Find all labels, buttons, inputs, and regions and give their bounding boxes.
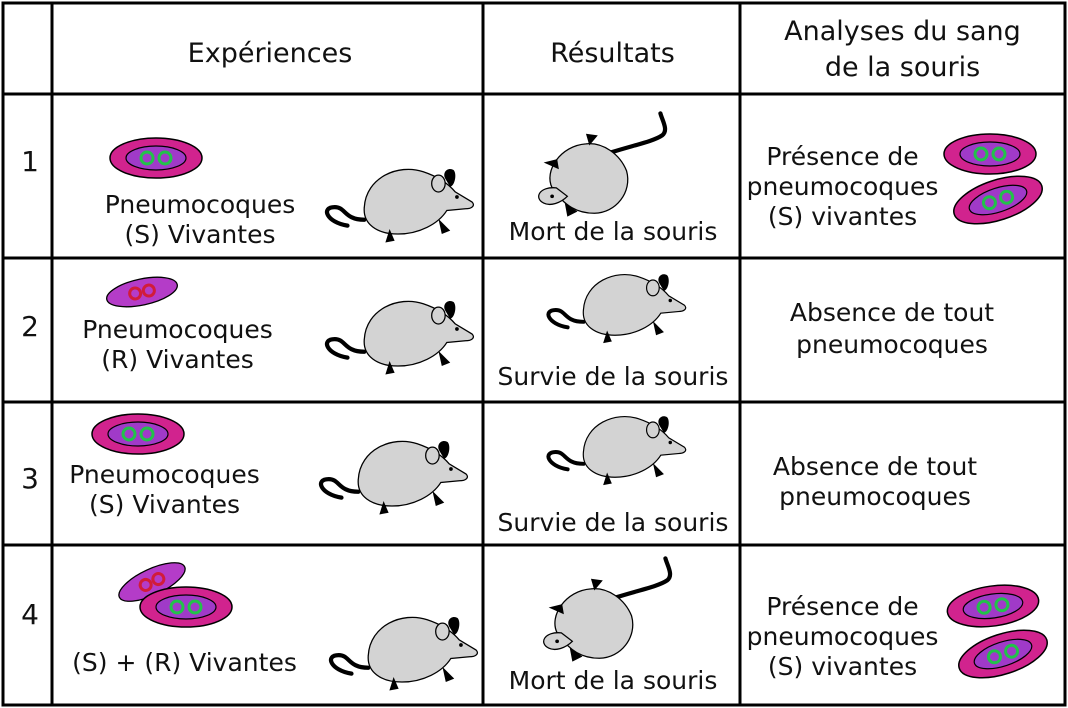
row-number: 1 <box>21 145 39 178</box>
header-analyses-line2: de la souris <box>824 52 981 83</box>
header-experiences: Expériences <box>187 38 353 69</box>
row-number: 3 <box>21 462 39 495</box>
mouse-icon <box>318 160 478 250</box>
bacteria-r-icon <box>102 270 182 314</box>
analysis-label: (S) vivantes <box>767 202 918 231</box>
analysis-label: Présence de <box>766 592 919 621</box>
bacteria-s-icon <box>951 619 1055 689</box>
bacteria-label: Pneumocoques <box>69 460 260 489</box>
row-number: 4 <box>21 598 39 631</box>
bacteria-label: Pneumocoques <box>104 190 296 219</box>
bacteria-label: (S) Vivantes <box>89 490 240 519</box>
analysis-label: Absence de tout <box>772 452 978 481</box>
bacteria-s-icon <box>90 412 186 456</box>
bacteria-s-icon <box>108 136 204 180</box>
mouse-icon <box>312 432 472 522</box>
bacteria-s-icon <box>943 578 1043 634</box>
bacteria-s-icon <box>946 165 1050 235</box>
bacteria-label: (S) + (R) Vivantes <box>72 648 297 677</box>
dead-mouse-icon <box>535 555 685 665</box>
analysis-label: Absence de tout <box>789 298 995 327</box>
dead-mouse-icon <box>530 110 680 220</box>
bacteria-s-icon <box>138 585 234 629</box>
result-label: Survie de la souris <box>497 362 729 391</box>
analysis-label: (S) vivantes <box>767 652 918 681</box>
mouse-icon <box>546 414 688 488</box>
mouse-icon <box>322 608 482 698</box>
analysis-label: pneumocoques <box>796 330 988 359</box>
mouse-icon <box>318 292 478 382</box>
bacteria-label: (S) Vivantes <box>124 220 276 249</box>
row-number: 2 <box>21 310 39 343</box>
analysis-label: pneumocoques <box>746 172 939 201</box>
header-analyses-line1: Analyses du sang <box>784 16 1021 47</box>
header-results: Résultats <box>550 38 675 69</box>
bacteria-label: (R) Vivantes <box>101 345 254 374</box>
result-label: Survie de la souris <box>497 508 729 537</box>
analysis-label: pneumocoques <box>746 622 939 651</box>
analysis-label: pneumocoques <box>779 482 971 511</box>
bacteria-label: Pneumocoques <box>82 315 273 344</box>
result-label: Mort de la souris <box>508 666 718 695</box>
result-label: Mort de la souris <box>508 217 718 246</box>
mouse-icon <box>546 272 688 346</box>
analysis-label: Présence de <box>766 142 919 171</box>
bacteria-s-icon <box>942 132 1038 176</box>
